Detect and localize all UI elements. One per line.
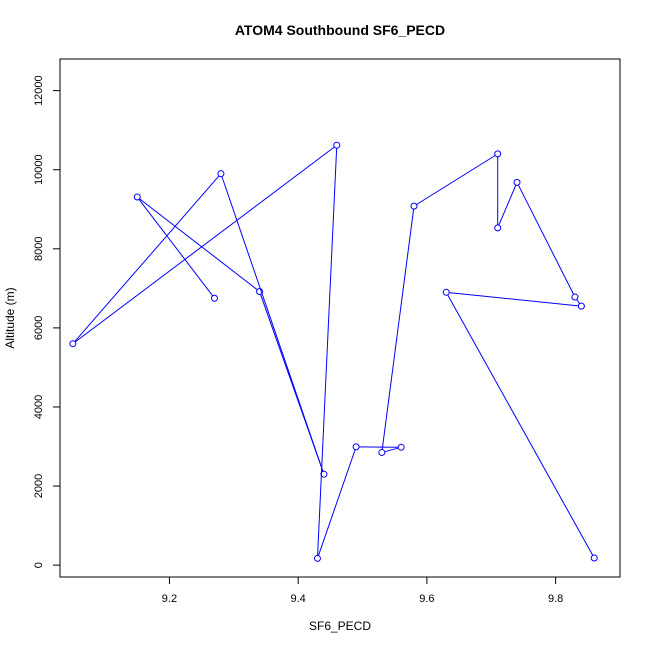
- series-line-segment: [416, 155, 496, 205]
- data-point: [210, 294, 218, 302]
- y-axis-label: Altitude (m): [3, 287, 17, 348]
- data-point: [442, 288, 450, 296]
- data-point: [494, 224, 502, 232]
- chart-title: ATOM4 Southbound SF6_PECD: [235, 22, 445, 38]
- y-tick-label: 10000: [33, 154, 45, 185]
- y-tick-label: 0: [33, 562, 45, 568]
- series-line-segment: [317, 449, 356, 556]
- series-line-segment: [517, 184, 575, 295]
- data-point: [590, 554, 598, 562]
- series-layer: [69, 141, 598, 562]
- x-tick-label: 9.6: [419, 593, 434, 605]
- data-point: [577, 302, 585, 310]
- series-line-segment: [447, 294, 594, 556]
- series-line-segment: [381, 209, 415, 450]
- y-tick-label: 8000: [33, 237, 45, 261]
- series-line-segment: [138, 199, 214, 297]
- data-point: [571, 293, 579, 301]
- x-axis-label: SF6_PECD: [309, 619, 371, 633]
- series-line-segment: [317, 148, 338, 556]
- data-point: [378, 448, 386, 456]
- series-line-segment: [260, 294, 324, 472]
- series-line-segment: [74, 175, 220, 342]
- y-tick-label: 6000: [33, 316, 45, 340]
- x-tick-label: 9.4: [291, 593, 306, 605]
- data-point: [352, 443, 360, 451]
- data-point: [494, 150, 502, 158]
- series-line-segment: [576, 299, 581, 304]
- data-point: [397, 443, 405, 451]
- x-tick-label: 9.2: [162, 593, 177, 605]
- y-tick-label: 2000: [33, 474, 45, 498]
- x-tick-label: 9.8: [548, 593, 563, 605]
- y-tick-label: 12000: [33, 75, 45, 106]
- series-line-segment: [449, 292, 579, 307]
- data-point: [313, 554, 321, 562]
- series-line-segment: [498, 184, 517, 226]
- data-point: [69, 340, 77, 348]
- series-line-segment: [74, 146, 335, 343]
- data-point: [410, 202, 418, 210]
- data-point: [256, 288, 264, 296]
- y-axis: 0 2000 4000 6000 8000 10000 12000: [33, 75, 61, 568]
- data-point: [217, 170, 225, 178]
- y-tick-label: 4000: [33, 395, 45, 419]
- series-line-segment: [384, 447, 399, 453]
- series-line-segment: [139, 198, 258, 291]
- data-point: [320, 470, 328, 478]
- data-point: [133, 193, 141, 201]
- data-point: [513, 178, 521, 186]
- data-point: [333, 141, 341, 149]
- x-axis: 9.2 9.4 9.6 9.8: [162, 576, 563, 605]
